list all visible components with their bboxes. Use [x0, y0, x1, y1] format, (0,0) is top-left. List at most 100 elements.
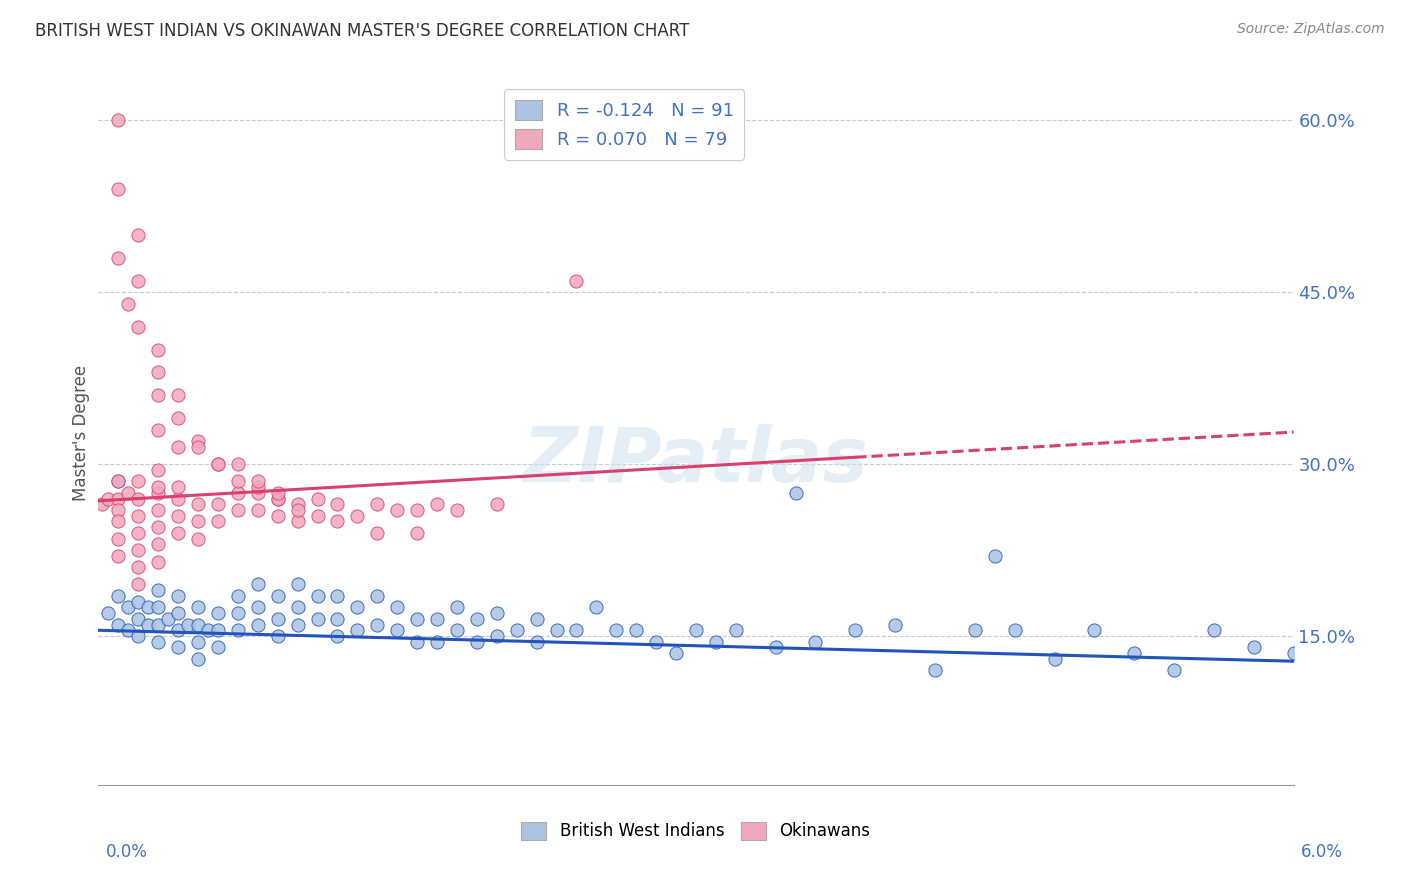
Point: [685, 624, 707, 638]
Point: [187, 532, 209, 546]
Point: [1243, 640, 1265, 655]
Point: [307, 589, 329, 603]
Point: [187, 497, 209, 511]
Point: [485, 497, 508, 511]
Point: [346, 508, 368, 523]
Point: [485, 606, 508, 620]
Point: [148, 617, 170, 632]
Point: [446, 624, 468, 638]
Y-axis label: Master's Degree: Master's Degree: [72, 365, 90, 500]
Point: [207, 457, 229, 471]
Point: [645, 634, 668, 648]
Point: [346, 600, 368, 615]
Point: [127, 319, 149, 334]
Point: [426, 634, 449, 648]
Point: [167, 411, 190, 425]
Point: [97, 606, 120, 620]
Point: [246, 503, 269, 517]
Point: [366, 497, 388, 511]
Point: [107, 113, 129, 128]
Point: [187, 440, 209, 454]
Point: [177, 617, 200, 632]
Point: [346, 624, 368, 638]
Point: [326, 629, 349, 643]
Point: [307, 508, 329, 523]
Point: [207, 624, 229, 638]
Point: [107, 617, 129, 632]
Point: [246, 577, 269, 591]
Point: [167, 640, 190, 655]
Point: [226, 589, 249, 603]
Point: [546, 624, 568, 638]
Point: [385, 624, 409, 638]
Point: [1083, 624, 1105, 638]
Point: [148, 537, 170, 551]
Point: [207, 606, 229, 620]
Point: [226, 485, 249, 500]
Point: [117, 296, 139, 310]
Point: [148, 480, 170, 494]
Point: [246, 485, 269, 500]
Point: [963, 624, 986, 638]
Point: [626, 624, 648, 638]
Point: [366, 525, 388, 540]
Point: [167, 508, 190, 523]
Point: [127, 491, 149, 506]
Point: [91, 497, 114, 511]
Point: [157, 612, 180, 626]
Point: [406, 612, 429, 626]
Point: [804, 634, 827, 648]
Point: [107, 515, 129, 529]
Point: [465, 612, 488, 626]
Text: BRITISH WEST INDIAN VS OKINAWAN MASTER'S DEGREE CORRELATION CHART: BRITISH WEST INDIAN VS OKINAWAN MASTER'S…: [35, 22, 689, 40]
Point: [526, 612, 548, 626]
Point: [1123, 646, 1146, 660]
Point: [326, 612, 349, 626]
Point: [207, 457, 229, 471]
Point: [984, 549, 1007, 563]
Point: [167, 491, 190, 506]
Point: [127, 508, 149, 523]
Point: [267, 491, 290, 506]
Point: [187, 600, 209, 615]
Point: [107, 475, 129, 489]
Point: [187, 515, 209, 529]
Point: [307, 612, 329, 626]
Point: [107, 251, 129, 265]
Point: [506, 624, 529, 638]
Point: [287, 497, 309, 511]
Point: [226, 503, 249, 517]
Point: [565, 624, 588, 638]
Point: [246, 480, 269, 494]
Point: [167, 480, 190, 494]
Point: [187, 652, 209, 666]
Point: [246, 600, 269, 615]
Point: [426, 612, 449, 626]
Point: [724, 624, 747, 638]
Point: [267, 612, 290, 626]
Text: 6.0%: 6.0%: [1301, 843, 1343, 861]
Point: [287, 600, 309, 615]
Point: [167, 624, 190, 638]
Point: [1282, 646, 1305, 660]
Point: [287, 617, 309, 632]
Point: [187, 617, 209, 632]
Point: [226, 475, 249, 489]
Point: [148, 503, 170, 517]
Point: [366, 617, 388, 632]
Point: [117, 600, 139, 615]
Point: [197, 624, 219, 638]
Point: [148, 388, 170, 402]
Point: [326, 589, 349, 603]
Point: [167, 606, 190, 620]
Point: [406, 634, 429, 648]
Point: [485, 629, 508, 643]
Point: [267, 485, 290, 500]
Point: [148, 634, 170, 648]
Point: [406, 503, 429, 517]
Point: [97, 491, 120, 506]
Point: [167, 440, 190, 454]
Point: [148, 463, 170, 477]
Point: [148, 520, 170, 534]
Point: [167, 388, 190, 402]
